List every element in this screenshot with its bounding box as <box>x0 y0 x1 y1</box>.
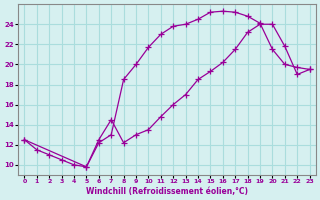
X-axis label: Windchill (Refroidissement éolien,°C): Windchill (Refroidissement éolien,°C) <box>86 187 248 196</box>
